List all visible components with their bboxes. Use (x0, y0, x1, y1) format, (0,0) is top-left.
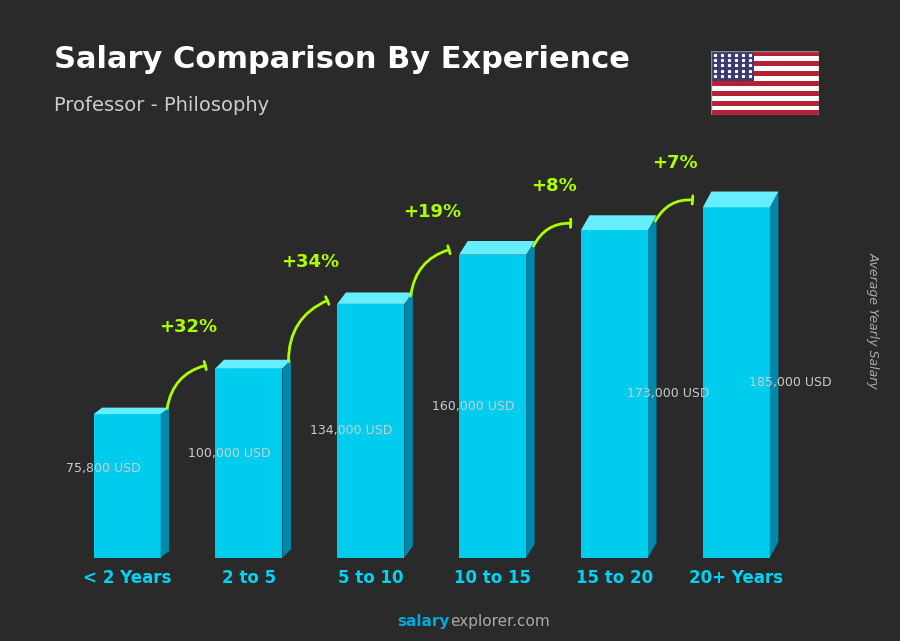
Polygon shape (648, 215, 656, 558)
Text: +32%: +32% (159, 319, 217, 337)
Text: 173,000 USD: 173,000 USD (626, 387, 709, 401)
Bar (711, 56, 819, 61)
Bar (711, 61, 819, 66)
Polygon shape (215, 369, 283, 558)
Bar (711, 71, 819, 76)
Text: salary: salary (398, 614, 450, 629)
Bar (711, 96, 819, 101)
Text: Salary Comparison By Experience: Salary Comparison By Experience (54, 45, 630, 74)
Text: +7%: +7% (652, 154, 698, 172)
Polygon shape (770, 192, 778, 558)
Bar (711, 51, 819, 56)
Text: Professor - Philosophy: Professor - Philosophy (54, 96, 269, 115)
Text: 100,000 USD: 100,000 USD (188, 447, 271, 460)
Polygon shape (581, 230, 648, 558)
Text: +8%: +8% (531, 178, 576, 196)
Bar (711, 110, 819, 115)
Polygon shape (215, 360, 291, 369)
Bar (711, 91, 819, 96)
Polygon shape (94, 414, 160, 558)
Polygon shape (94, 408, 169, 414)
Polygon shape (526, 241, 535, 558)
Text: 160,000 USD: 160,000 USD (432, 399, 514, 413)
Bar (711, 106, 819, 110)
Text: 75,800 USD: 75,800 USD (67, 462, 141, 475)
Bar (711, 86, 819, 91)
Polygon shape (338, 292, 413, 304)
Text: Average Yearly Salary: Average Yearly Salary (867, 252, 879, 389)
Text: +19%: +19% (402, 203, 461, 221)
Polygon shape (459, 254, 526, 558)
Text: 134,000 USD: 134,000 USD (310, 424, 392, 437)
Polygon shape (160, 408, 169, 558)
Polygon shape (338, 304, 404, 558)
Text: 185,000 USD: 185,000 USD (749, 376, 831, 389)
Polygon shape (459, 241, 535, 254)
Bar (711, 66, 819, 71)
Polygon shape (703, 207, 770, 558)
Text: +34%: +34% (281, 253, 339, 271)
Bar (711, 76, 819, 81)
Polygon shape (581, 215, 656, 230)
Polygon shape (703, 192, 778, 207)
Polygon shape (283, 360, 291, 558)
Bar (711, 51, 754, 81)
Bar (711, 101, 819, 106)
Polygon shape (404, 292, 413, 558)
Bar (711, 81, 819, 86)
Text: explorer.com: explorer.com (450, 614, 550, 629)
